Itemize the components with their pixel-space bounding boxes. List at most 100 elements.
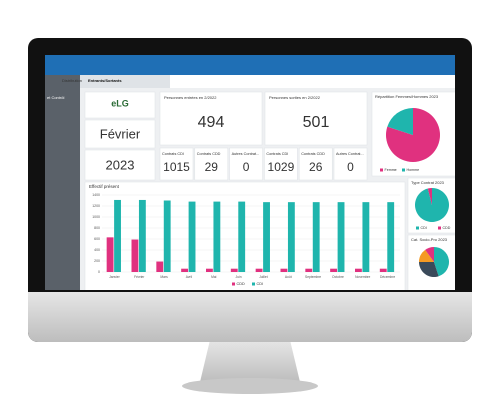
legend-swatch bbox=[402, 168, 405, 172]
card bbox=[264, 91, 368, 146]
card bbox=[264, 147, 298, 181]
kpi-value: 494 bbox=[198, 114, 225, 131]
month: Février bbox=[100, 126, 141, 141]
x-tick-label: Octobre bbox=[332, 275, 344, 279]
bar bbox=[287, 202, 295, 272]
x-tick-label: Août bbox=[285, 275, 292, 279]
small-value: 0 bbox=[243, 160, 250, 174]
chart-title: Effectif présent bbox=[89, 184, 120, 189]
small-value: 26 bbox=[309, 160, 323, 174]
bar bbox=[337, 202, 345, 272]
x-tick-label: Avril bbox=[186, 275, 193, 279]
bar bbox=[255, 268, 263, 272]
small-value: 1029 bbox=[268, 160, 295, 174]
bar bbox=[188, 201, 196, 272]
card bbox=[159, 147, 194, 181]
bar bbox=[106, 237, 114, 272]
pie-slice bbox=[427, 187, 432, 205]
tab[interactable]: Entrants/Sortants bbox=[88, 78, 122, 83]
small-value: 1015 bbox=[163, 160, 190, 174]
bar bbox=[387, 202, 395, 272]
y-tick-label: 0 bbox=[98, 270, 100, 274]
bar bbox=[280, 268, 288, 272]
card bbox=[229, 147, 263, 181]
legend-label: Homme bbox=[407, 168, 420, 172]
x-tick-label: Décembre bbox=[380, 275, 395, 279]
card bbox=[333, 147, 368, 181]
legend-label: CDD bbox=[237, 282, 245, 286]
x-tick-label: Juillet bbox=[259, 275, 268, 279]
bar bbox=[238, 201, 246, 272]
small-label: Autres Contrat... bbox=[336, 152, 364, 156]
stand-neck bbox=[200, 340, 300, 382]
bar bbox=[355, 268, 362, 272]
kpi-label: Personnes entrées en 2/2022 bbox=[164, 95, 217, 100]
y-tick-label: 200 bbox=[94, 259, 100, 263]
bar bbox=[206, 268, 213, 272]
bar bbox=[213, 201, 221, 272]
legend-label: Femme bbox=[385, 168, 397, 172]
card bbox=[298, 147, 333, 181]
bar bbox=[163, 200, 171, 272]
kpi-value: 501 bbox=[303, 114, 330, 131]
small-label: Autres Contrat... bbox=[232, 152, 260, 156]
pie-slice bbox=[425, 247, 434, 262]
legend-swatch bbox=[252, 282, 255, 286]
side-item[interactable]: et Contrôl bbox=[47, 95, 64, 100]
tab[interactable]: Distribution bbox=[62, 78, 82, 83]
small-label: Contrats CDD bbox=[197, 152, 221, 156]
pie-slice bbox=[434, 247, 449, 277]
bar bbox=[362, 202, 370, 272]
card bbox=[159, 91, 263, 146]
year: 2023 bbox=[106, 157, 135, 172]
y-tick-label: 600 bbox=[94, 237, 100, 241]
x-tick-label: Mars bbox=[160, 275, 168, 279]
kpi-label: Personnes sorties en 2/2022 bbox=[269, 95, 321, 100]
card bbox=[194, 147, 229, 181]
chart-title: Type Contrat 2023 bbox=[411, 180, 445, 185]
x-tick-label: Septembre bbox=[305, 275, 321, 279]
legend-label: CDI bbox=[257, 282, 264, 286]
bar bbox=[230, 268, 238, 272]
pie-slice bbox=[419, 249, 434, 262]
x-tick-label: Juin bbox=[236, 275, 242, 279]
top-bar bbox=[45, 55, 455, 75]
bar bbox=[305, 268, 313, 272]
chart-title: Cat. Socio-Pro 2023 bbox=[411, 237, 448, 242]
legend-swatch bbox=[416, 226, 419, 230]
small-label: Contrats CDD bbox=[301, 152, 325, 156]
bar bbox=[312, 202, 320, 272]
legend-label: CDI bbox=[421, 226, 427, 230]
y-tick-label: 400 bbox=[94, 248, 100, 252]
bar bbox=[330, 268, 338, 272]
small-label: Contrats CDI bbox=[162, 152, 184, 156]
y-tick-label: 800 bbox=[94, 226, 100, 230]
card bbox=[84, 149, 156, 181]
y-tick-label: 1400 bbox=[92, 193, 100, 197]
x-tick-label: Janvier bbox=[109, 275, 121, 279]
bar bbox=[138, 199, 146, 272]
sidebar bbox=[45, 75, 80, 290]
tab-area bbox=[80, 75, 170, 88]
bar bbox=[263, 202, 270, 272]
chart-title: Répartition Femmes/Hommes 2023 bbox=[375, 94, 439, 99]
y-tick-label: 1200 bbox=[92, 204, 100, 208]
bar bbox=[379, 268, 387, 272]
legend-swatch bbox=[438, 226, 441, 230]
chin bbox=[28, 292, 472, 342]
bar bbox=[181, 268, 189, 272]
x-tick-label: Février bbox=[134, 275, 145, 279]
legend-swatch bbox=[380, 168, 383, 172]
stand-base bbox=[182, 378, 318, 394]
small-label: Contrats CDI bbox=[266, 152, 288, 156]
screen: Distribution Entrants/Sortants et Contrô… bbox=[45, 55, 455, 290]
legend-swatch bbox=[232, 282, 235, 286]
bar bbox=[131, 239, 139, 272]
legend-label: CDD bbox=[443, 226, 451, 230]
x-tick-label: Mai bbox=[211, 275, 217, 279]
bar bbox=[156, 261, 164, 272]
pie-slice bbox=[386, 108, 441, 162]
y-tick-label: 1000 bbox=[92, 215, 100, 219]
